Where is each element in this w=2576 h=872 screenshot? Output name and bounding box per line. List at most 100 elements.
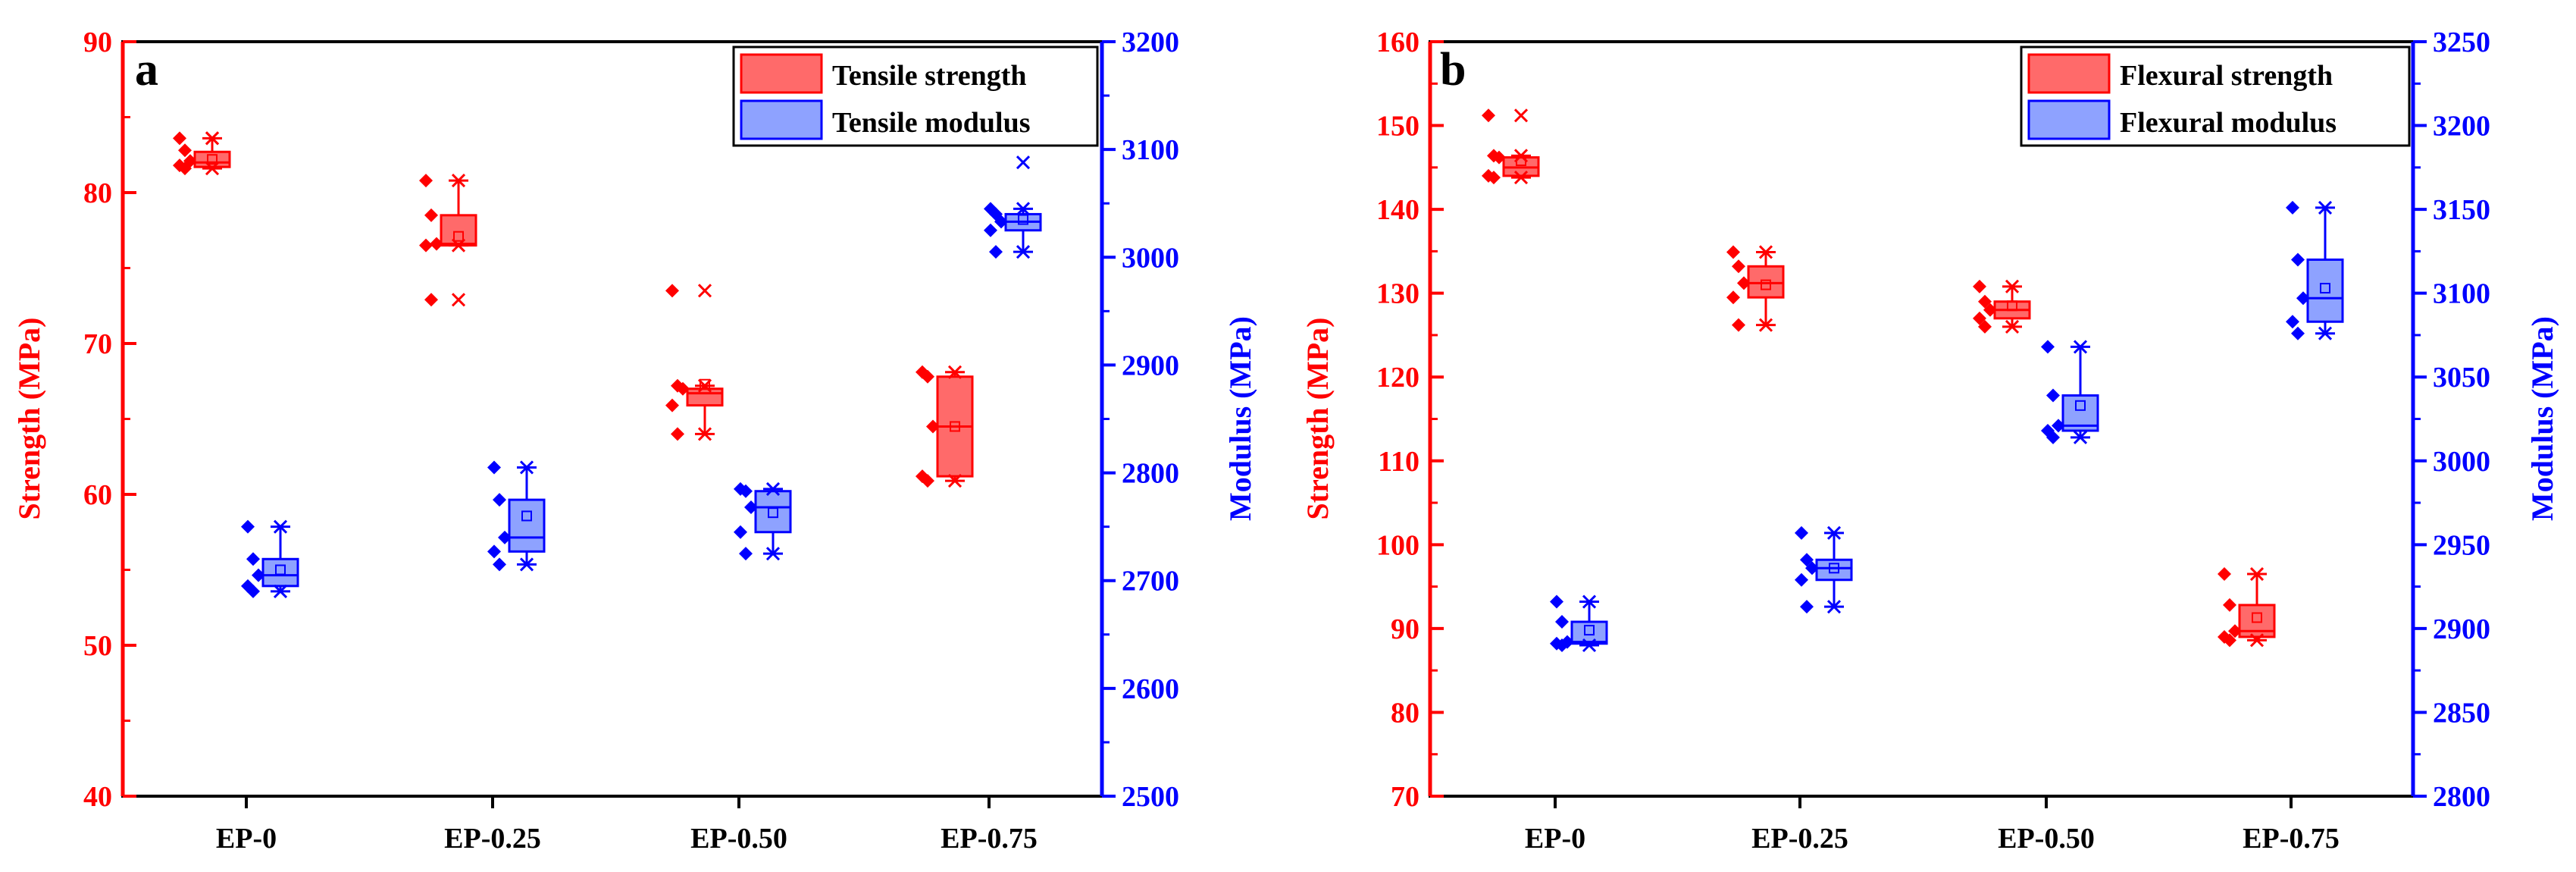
outlier-marker [697, 284, 712, 298]
data-point [493, 557, 506, 572]
right-tick-label: 2800 [1122, 458, 1179, 490]
mean-marker [1584, 625, 1595, 636]
outlier-stroke-2 [697, 427, 712, 441]
data-point [493, 493, 506, 507]
right-tick-label: 3100 [2433, 278, 2490, 310]
data-point [2223, 633, 2236, 648]
x-tick-label: EP-0 [216, 823, 277, 855]
min-marker [1826, 600, 1842, 614]
data-point [1978, 319, 1992, 334]
data-point [665, 398, 679, 412]
outlier-stroke-2 [697, 378, 712, 393]
box-flexural-modulus-2 [2041, 340, 2099, 444]
outlier-stroke-2 [1758, 318, 1773, 332]
max-marker [765, 481, 781, 496]
outlier-stroke-2 [947, 365, 962, 379]
max-marker [697, 378, 712, 393]
data-point [671, 427, 684, 441]
max-marker [273, 519, 288, 534]
data-point [1550, 594, 1563, 609]
max-marker [451, 174, 466, 188]
data-point [1726, 245, 1740, 259]
box-tensile-modulus-0 [241, 519, 299, 598]
data-point [487, 544, 501, 559]
mean-marker [1829, 563, 1839, 574]
data-point [984, 223, 997, 237]
max-marker [1826, 525, 1842, 540]
min-marker [2005, 319, 2020, 334]
left-tick-label: 130 [1376, 278, 1419, 310]
data-point [734, 525, 747, 539]
min-marker [1513, 171, 1529, 185]
left-tick-label: 50 [83, 630, 112, 662]
data-point [178, 162, 192, 176]
outlier-stroke-2 [2249, 566, 2265, 582]
min-marker [205, 162, 220, 176]
outlier-stroke-2 [2318, 326, 2333, 340]
data-point [2046, 430, 2060, 444]
left-tick-label: 70 [83, 328, 112, 360]
legend-label-flexural-modulus: Flexural modulus [2120, 107, 2337, 139]
min-marker [273, 584, 288, 598]
outlier-marker [1513, 108, 1529, 123]
max-marker [2318, 200, 2333, 215]
max-marker [1582, 594, 1597, 609]
box-flexural-modulus-0 [1550, 594, 1608, 653]
legend-label-flexural-strength: Flexural strength [2120, 60, 2333, 92]
max-marker [2005, 279, 2020, 293]
outlier-stroke-2 [451, 293, 466, 307]
right-tick-label: 3200 [1122, 27, 1179, 58]
right-axis-title: Modulus (MPa) [2525, 316, 2559, 521]
left-tick-label: 80 [83, 177, 112, 209]
left-tick-label: 90 [1391, 613, 1419, 645]
outlier-stroke-2 [2005, 279, 2020, 293]
outlier-stroke-2 [1513, 171, 1529, 185]
mean-marker [950, 421, 960, 432]
left-tick-label: 100 [1376, 529, 1419, 561]
panel-label: b [1440, 44, 1466, 96]
left-axis-ticks: 70 80 90 100 110 120 130 140 150 160 [1376, 27, 1444, 813]
iqr-box [686, 387, 724, 407]
mean-marker [1761, 279, 1771, 290]
x-tick-label: EP-0.50 [690, 823, 787, 855]
box-tensile-strength-1 [419, 174, 477, 307]
left-tick-label: 120 [1376, 362, 1419, 394]
data-point [1795, 525, 1808, 540]
data-point [2046, 388, 2060, 403]
data-point [1726, 290, 1740, 305]
mean-marker [453, 231, 464, 242]
data-point [241, 519, 255, 534]
data-point [1973, 279, 1986, 293]
outlier-stroke-2 [1582, 638, 1597, 653]
min-marker [1758, 318, 1773, 332]
legend-swatch-tensile-modulus [740, 99, 823, 140]
mean-marker [768, 507, 778, 519]
min-marker [697, 427, 712, 441]
left-tick-label: 110 [1378, 446, 1419, 478]
legend: Flexural strength Flexural modulus [2020, 45, 2411, 147]
data-point [1555, 638, 1569, 652]
max-marker [519, 460, 534, 475]
data-point [1800, 553, 1814, 567]
outlier-stroke-2 [1016, 245, 1031, 259]
outlier-stroke-2 [205, 131, 220, 146]
data-point [1482, 108, 1495, 123]
box-tensile-strength-3 [916, 365, 974, 488]
right-tick-label: 3050 [2433, 362, 2490, 394]
right-tick-label: 3200 [2433, 111, 2490, 143]
data-point [1555, 615, 1569, 629]
right-tick-label: 3000 [2433, 446, 2490, 478]
left-tick-label: 70 [1391, 781, 1419, 813]
box-flexural-strength-1 [1726, 245, 1785, 332]
mean-marker [700, 378, 710, 390]
outlier-stroke-2 [519, 460, 534, 475]
x-tick-label: EP-0 [1525, 823, 1585, 855]
box-tensile-strength-2 [665, 284, 724, 441]
panel-label: a [135, 44, 158, 96]
box-tensile-modulus-3 [984, 155, 1042, 259]
min-marker [1016, 245, 1031, 259]
data-point [2286, 315, 2299, 329]
data-point [739, 547, 753, 561]
max-marker [1513, 149, 1529, 163]
iqr-box [1815, 558, 1853, 582]
